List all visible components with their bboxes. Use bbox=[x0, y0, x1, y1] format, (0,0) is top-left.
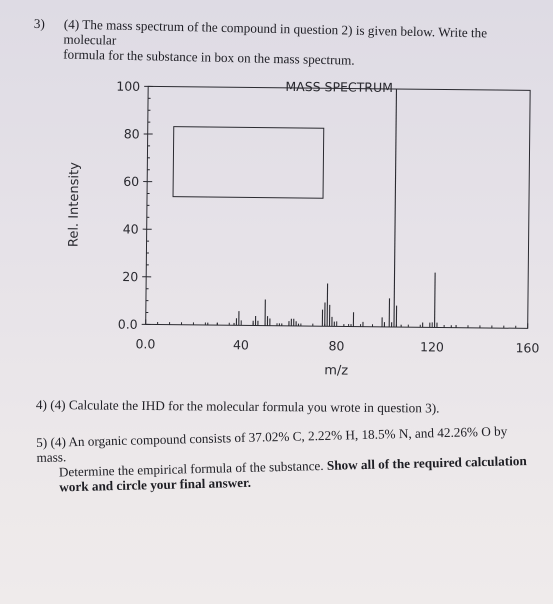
axis-ticks: 0.0 40 80 120 160 0.0 20 40 60 80 100 bbox=[116, 79, 539, 356]
y-tick-label: 0.0 bbox=[118, 317, 138, 332]
x-tick-label: 160 bbox=[515, 340, 539, 355]
question-4: 4) (4) Calculate the IHD for the molecul… bbox=[36, 397, 526, 416]
question-4-text: (4) Calculate the IHD for the molecular … bbox=[50, 397, 440, 416]
x-axis-label: m/z bbox=[324, 363, 348, 378]
spectrum-peaks bbox=[207, 88, 457, 328]
y-axis-label: Rel. Intensity bbox=[66, 162, 82, 247]
peak-mz-121 bbox=[434, 272, 436, 328]
y-tick-label: 60 bbox=[123, 174, 139, 189]
y-tick-label: 100 bbox=[116, 79, 140, 94]
answer-box bbox=[172, 126, 325, 199]
peak-mz-104 bbox=[393, 88, 398, 327]
question-4-number: 4) bbox=[35, 397, 47, 413]
y-tick-label: 40 bbox=[123, 221, 139, 236]
mass-spectrum-chart: MASS SPECTRUM Rel. Intensity m/z 0.0 40 80… bbox=[66, 79, 539, 379]
x-tick-label: 40 bbox=[233, 337, 249, 352]
x-tick-label: 120 bbox=[420, 339, 444, 354]
x-tick-label: 0.0 bbox=[135, 336, 155, 351]
chart-title: MASS SPECTRUM bbox=[285, 79, 393, 95]
y-tick-label: 20 bbox=[122, 269, 138, 284]
plot-frame bbox=[145, 85, 531, 329]
question-5-number: 5) bbox=[36, 434, 48, 450]
question-5: 5) (4) An organic compound consists of 3… bbox=[36, 423, 537, 495]
y-tick-label: 80 bbox=[124, 126, 140, 141]
x-tick-label: 80 bbox=[328, 338, 344, 353]
